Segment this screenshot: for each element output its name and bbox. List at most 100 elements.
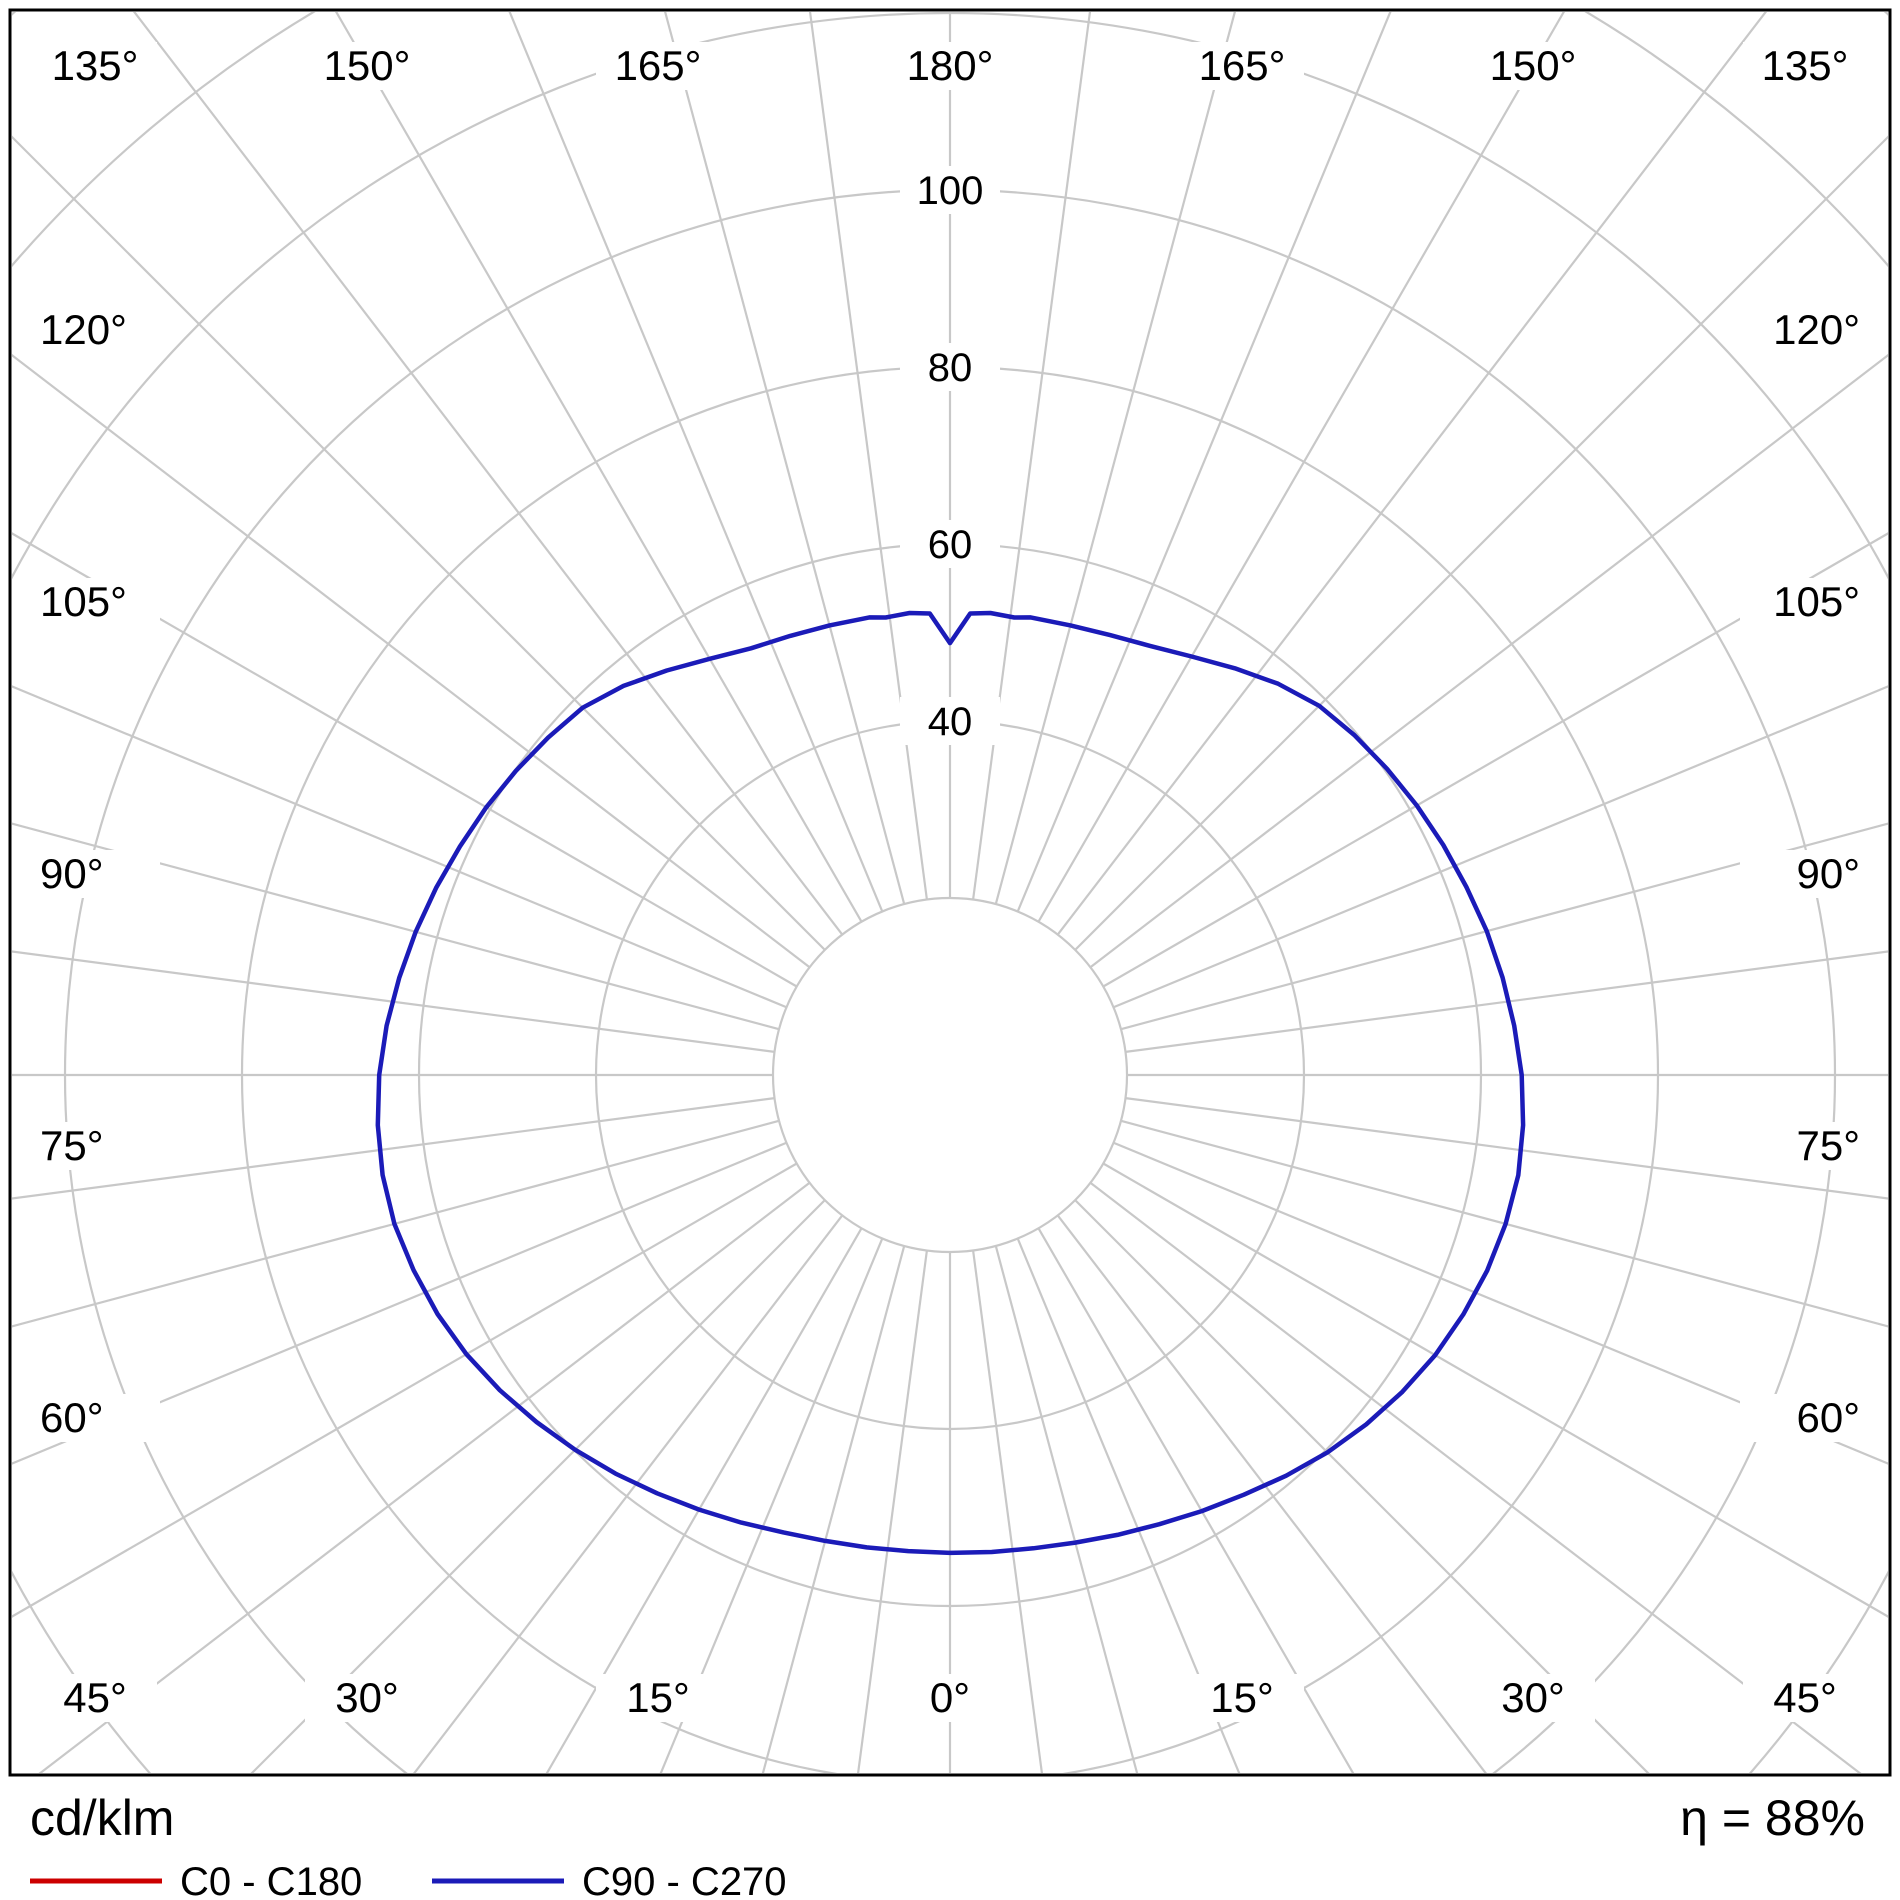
footer: cd/klm η = 88% C0 - C180 C90 - C270 xyxy=(30,1790,1865,1900)
grid-spoke xyxy=(335,12,863,923)
angle-label: 45° xyxy=(63,1674,127,1721)
grid-spoke xyxy=(808,12,928,900)
grid-spoke xyxy=(1016,12,1392,912)
grid-spoke xyxy=(12,1162,798,1618)
unit-label: cd/klm xyxy=(30,1790,174,1846)
grid-spoke xyxy=(1102,532,1888,988)
grid-spoke xyxy=(1037,12,1565,923)
angle-label-mask xyxy=(34,850,160,898)
grid-spoke xyxy=(1102,1162,1888,1618)
grid-spoke xyxy=(1037,1227,1355,1773)
grid-spoke xyxy=(413,1214,844,1773)
radial-tick-label: 100 xyxy=(917,169,984,213)
angle-label-mask xyxy=(1180,1674,1304,1722)
angle-label-mask xyxy=(1740,1122,1866,1170)
angle-label-mask xyxy=(1743,42,1867,90)
grid-spoke xyxy=(12,353,811,969)
grid-spoke xyxy=(38,1181,811,1773)
angle-label-mask xyxy=(305,42,429,90)
radial-tick-labels: 40 60 80 100 xyxy=(900,166,1000,745)
grid-spoke xyxy=(12,532,798,988)
grid-spoke xyxy=(12,1119,780,1328)
angle-label-mask xyxy=(1471,42,1595,90)
grid-spoke xyxy=(994,12,1236,905)
grid-spoke xyxy=(1056,1214,1487,1773)
angle-label-mask xyxy=(888,42,1012,90)
radial-tick-label: 80 xyxy=(928,346,973,390)
grid-spoke xyxy=(1074,135,1888,951)
angle-labels: 0° 15° 15° 30° 30° 45° 45° 60° 60° 75° 75° 90° 90° 10… xyxy=(33,42,1867,1722)
angle-label-mask xyxy=(1743,1674,1867,1722)
grid-spoke xyxy=(508,12,884,912)
radial-label-mask xyxy=(900,697,1000,745)
angle-label-mask xyxy=(34,1122,160,1170)
angle-label: 120° xyxy=(40,306,127,353)
angle-label-mask xyxy=(888,1674,1012,1722)
angle-label: 15° xyxy=(626,1674,690,1721)
angle-label: 0° xyxy=(930,1674,970,1721)
angle-label-mask xyxy=(1740,306,1866,354)
angle-label: 165° xyxy=(615,42,702,89)
angle-label: 120° xyxy=(1773,306,1860,353)
angle-label: 105° xyxy=(1773,578,1860,625)
grid-spoke xyxy=(1113,1141,1888,1465)
radial-label-mask xyxy=(900,520,1000,568)
angle-label: 90° xyxy=(40,850,104,897)
angle-label: 135° xyxy=(1762,42,1849,89)
grid-spoke xyxy=(659,1238,884,1773)
angle-label: 75° xyxy=(1796,1122,1860,1169)
grid-spoke xyxy=(1113,685,1888,1009)
grid-spoke xyxy=(972,1250,1044,1773)
grid-spoke xyxy=(761,1245,906,1773)
efficiency-label: η = 88% xyxy=(1680,1790,1865,1846)
angle-label-mask xyxy=(305,1674,429,1722)
angle-label-mask xyxy=(34,578,160,626)
grid-spoke xyxy=(1056,12,1768,936)
legend-label-c0-c180: C0 - C180 xyxy=(180,1860,362,1900)
angle-label-mask xyxy=(34,306,160,354)
grid-spoke xyxy=(972,12,1092,900)
grid-spoke xyxy=(1125,950,1888,1053)
grid-spoke xyxy=(545,1227,863,1773)
angle-label-mask xyxy=(1740,578,1866,626)
angle-label: 90° xyxy=(1796,850,1860,897)
angle-label: 135° xyxy=(52,42,139,89)
angle-label-mask xyxy=(1740,850,1866,898)
angle-label-mask xyxy=(1180,42,1304,90)
grid-spoke xyxy=(250,1199,826,1773)
angle-label: 150° xyxy=(1490,42,1577,89)
angle-label: 15° xyxy=(1210,1674,1274,1721)
grid-spoke xyxy=(132,12,844,936)
angle-label: 75° xyxy=(40,1122,104,1169)
grid-spoke xyxy=(1089,1181,1862,1773)
grid-spoke xyxy=(856,1250,928,1773)
grid-spoke xyxy=(994,1245,1139,1773)
legend-label-c90-c270: C90 - C270 xyxy=(582,1860,787,1900)
angle-label: 105° xyxy=(40,578,127,625)
angle-label-mask xyxy=(596,42,720,90)
radial-label-mask xyxy=(900,343,1000,391)
curve-c90-c270 xyxy=(375,610,1526,1556)
grid-spoke xyxy=(12,950,775,1053)
angle-label: 60° xyxy=(1796,1394,1860,1441)
grid-spoke xyxy=(1089,353,1888,969)
radial-tick-label: 40 xyxy=(928,700,973,744)
grid-spoke xyxy=(12,685,787,1009)
angle-label-mask xyxy=(33,42,157,90)
angle-label: 30° xyxy=(335,1674,399,1721)
grid-spoke xyxy=(12,1097,775,1200)
grid-spoke xyxy=(1125,1097,1888,1200)
grid-spoke xyxy=(1016,1238,1241,1773)
angle-label-mask xyxy=(1740,1394,1866,1442)
radial-tick-label: 60 xyxy=(928,523,973,567)
angle-label: 150° xyxy=(324,42,411,89)
grid-spoke xyxy=(12,1141,787,1465)
grid-spoke xyxy=(664,12,906,905)
angle-label-mask xyxy=(1471,1674,1595,1722)
angle-label: 165° xyxy=(1199,42,1286,89)
angle-label: 45° xyxy=(1773,1674,1837,1721)
grid-spoke xyxy=(1074,1199,1650,1773)
angle-label-mask xyxy=(596,1674,720,1722)
angle-label: 180° xyxy=(907,42,994,89)
